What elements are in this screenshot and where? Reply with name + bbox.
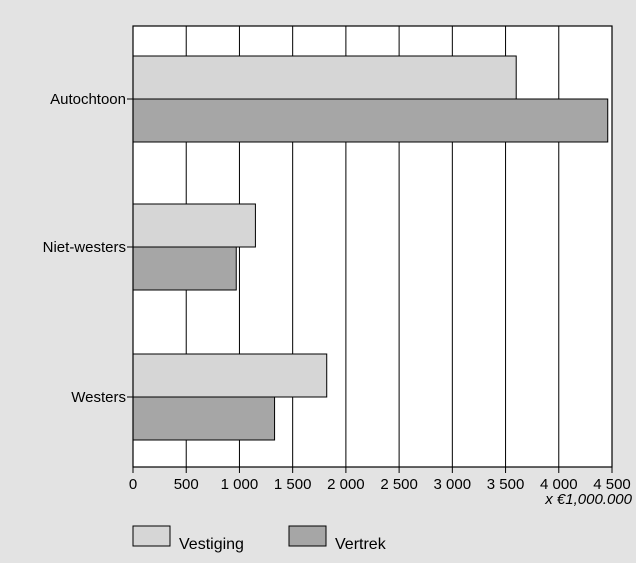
legend-label: Vestiging <box>179 536 244 553</box>
legend: Vestiging Vertrek <box>132 525 387 553</box>
x-tick-label: 500 <box>174 476 199 493</box>
bar-westers-vestiging <box>132 353 328 398</box>
bar-niet-westers-vestiging <box>132 203 256 248</box>
legend-swatch <box>288 525 327 547</box>
bar-autochtoon-vestiging <box>132 55 517 100</box>
x-tick-label: 1 000 <box>221 476 259 493</box>
category-label: Autochtoon <box>50 91 126 108</box>
legend-swatch <box>132 525 171 547</box>
x-tick-label: 2 000 <box>327 476 365 493</box>
x-tick-label: 2 500 <box>380 476 418 493</box>
bar-autochtoon-vertrek <box>132 98 609 143</box>
legend-label: Vertrek <box>335 536 387 553</box>
x-tick-label: 0 <box>129 476 137 493</box>
legend-item-vertrek: Vertrek <box>288 525 387 553</box>
bar-westers-vertrek <box>132 396 276 441</box>
x-tick-labels: 0 500 1 000 1 500 2 000 2 500 3 000 3 500 4 000 4… <box>129 476 631 493</box>
category-labels: Autochtoon Niet-westers Westers <box>43 91 133 406</box>
category-label: Niet-westers <box>43 239 126 256</box>
x-unit-label: x €1,000.000 <box>544 491 632 508</box>
x-tick-label: 3 500 <box>487 476 525 493</box>
bar-niet-westers-vertrek <box>132 246 237 291</box>
x-tick-label: 4 000 <box>540 476 578 493</box>
category-label: Westers <box>71 389 126 406</box>
x-tick-label: 4 500 <box>593 476 631 493</box>
legend-item-vestiging: Vestiging <box>132 525 244 553</box>
bars <box>132 55 609 441</box>
x-tick-label: 3 000 <box>434 476 472 493</box>
x-tick-label: 1 500 <box>274 476 312 493</box>
